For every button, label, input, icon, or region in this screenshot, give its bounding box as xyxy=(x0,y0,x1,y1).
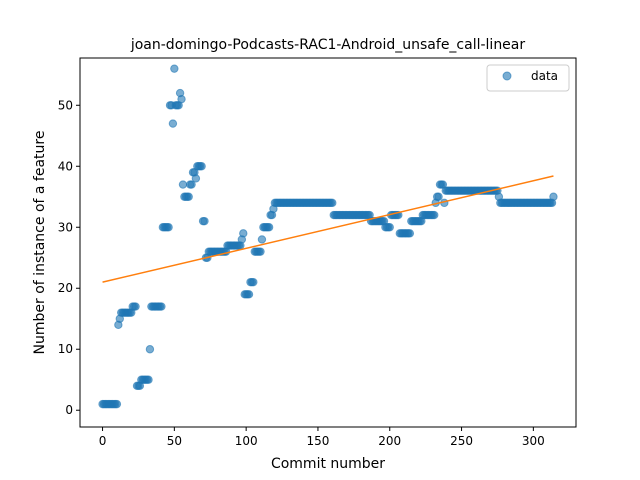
data-point xyxy=(191,174,201,183)
x-axis-label: Commit number xyxy=(271,456,385,472)
data-point xyxy=(187,180,196,189)
data-point xyxy=(164,223,173,232)
data-point xyxy=(430,210,439,220)
plot-area xyxy=(98,64,558,409)
data-point xyxy=(184,192,193,201)
y-tick-label: 40 xyxy=(58,159,73,173)
x-tick-label: 250 xyxy=(450,434,473,448)
data-point xyxy=(170,64,179,73)
y-axis-label: Number of instance of a feature xyxy=(32,131,48,355)
y-tick-label: 30 xyxy=(58,220,73,234)
data-point xyxy=(549,192,558,201)
trend-line xyxy=(102,175,554,283)
data-point xyxy=(239,229,248,238)
data-point xyxy=(178,180,188,189)
data-point xyxy=(249,277,258,287)
data-point xyxy=(131,302,140,311)
y-tick-label: 20 xyxy=(58,281,73,295)
data-point xyxy=(256,247,265,256)
data-point xyxy=(405,229,415,238)
legend-label-data: data xyxy=(531,69,558,83)
plot-frame xyxy=(79,57,577,428)
data-point xyxy=(177,94,186,104)
chart-title: joan-domingo-Podcasts-RAC1-Android_unsaf… xyxy=(130,37,526,53)
data-point xyxy=(264,223,274,232)
data-point xyxy=(434,192,443,201)
y-axis-ticks: 0 10 20 30 40 50 xyxy=(58,98,80,417)
x-tick-label: 150 xyxy=(306,434,329,448)
legend-box xyxy=(486,64,570,92)
data-point xyxy=(197,162,206,171)
x-tick-label: 300 xyxy=(522,434,545,448)
y-tick-label: 50 xyxy=(58,98,73,112)
data-point xyxy=(257,235,267,244)
data-point xyxy=(145,345,155,354)
data-point xyxy=(168,119,178,128)
x-tick-label: 50 xyxy=(167,434,182,448)
x-tick-label: 0 xyxy=(99,434,107,448)
data-point xyxy=(328,198,337,208)
data-point xyxy=(244,290,254,299)
y-tick-label: 10 xyxy=(58,342,73,356)
x-tick-label: 100 xyxy=(235,434,258,448)
data-point xyxy=(144,375,153,384)
legend-marker-data xyxy=(502,71,512,81)
legend: data xyxy=(486,64,570,92)
y-tick-label: 0 xyxy=(65,403,73,417)
data-point xyxy=(200,216,209,226)
data-point xyxy=(157,302,166,311)
data-point xyxy=(385,223,394,232)
data-point xyxy=(112,399,122,409)
x-axis-ticks: 0 50 100 150 200 250 300 xyxy=(99,427,545,448)
x-tick-label: 200 xyxy=(378,434,401,448)
